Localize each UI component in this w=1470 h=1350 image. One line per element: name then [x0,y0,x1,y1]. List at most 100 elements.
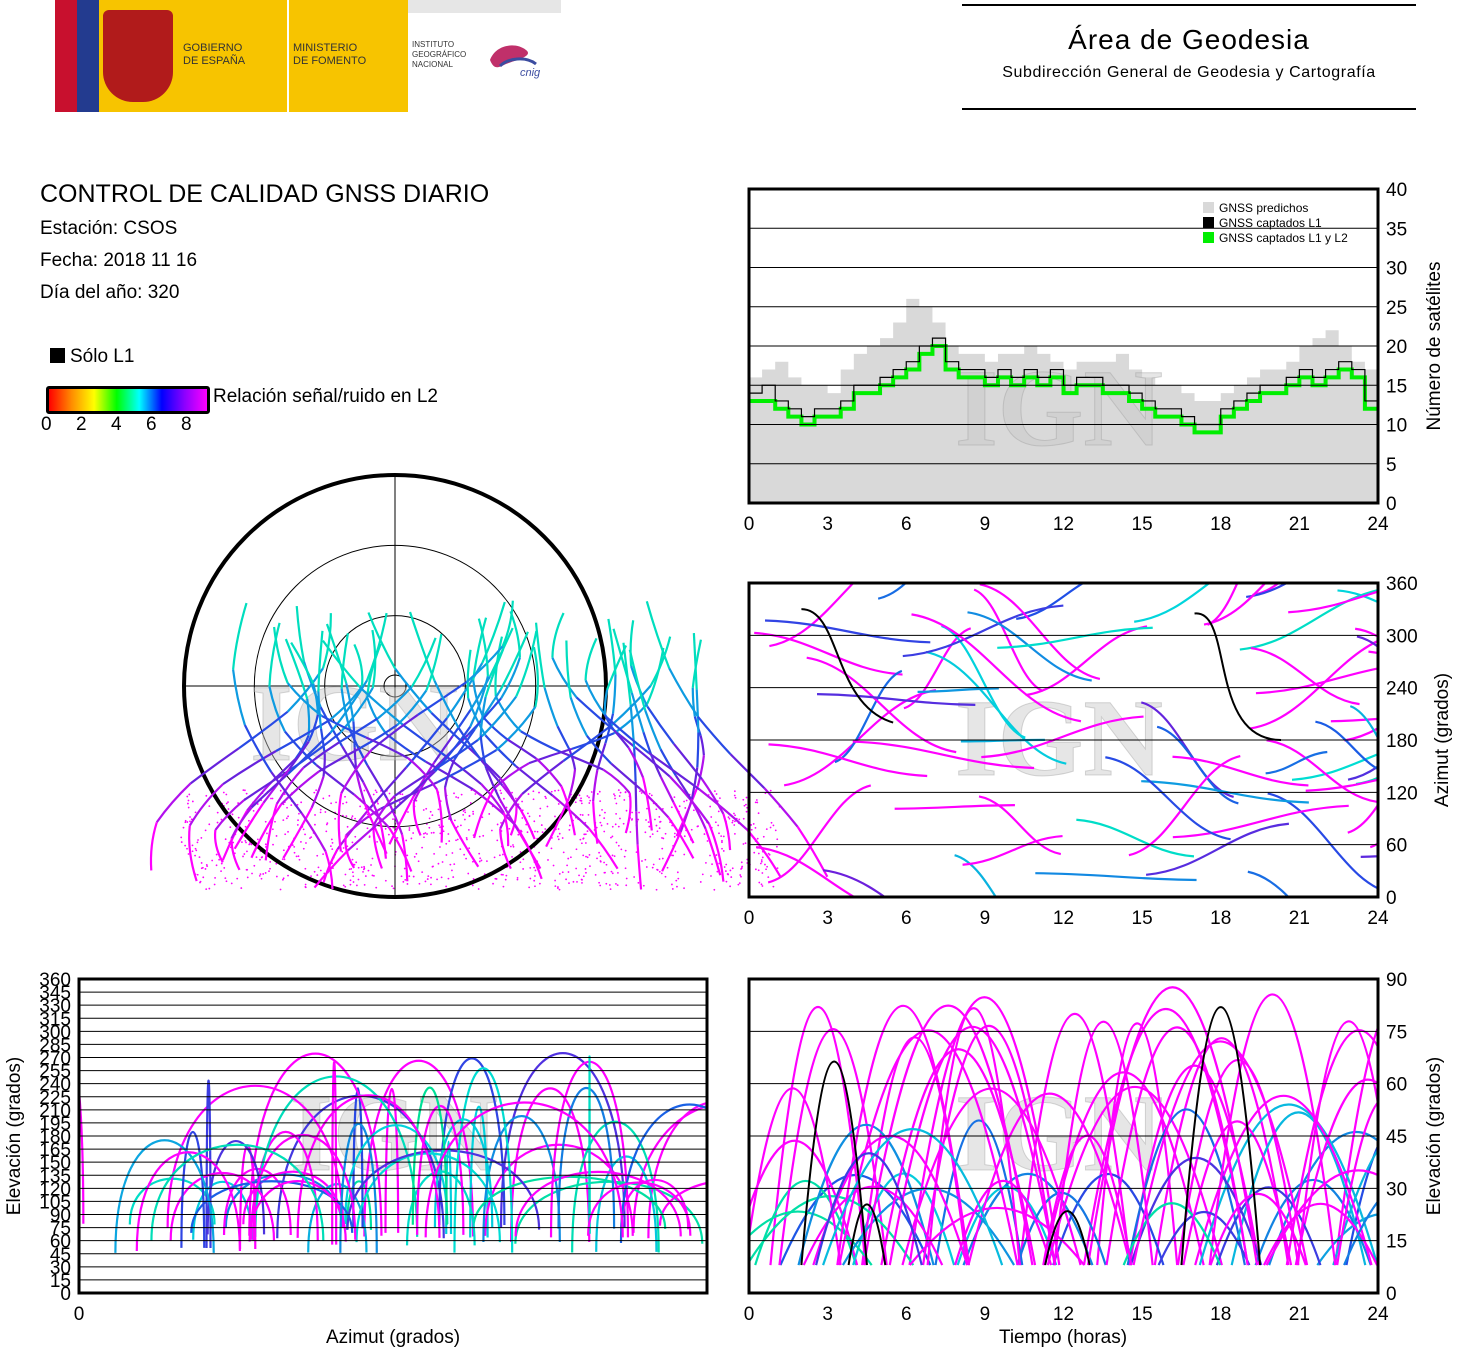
et-track [1296,1020,1378,1266]
eaz-track [166,1084,345,1228]
horizon-dot [352,875,355,878]
az-track [1355,776,1378,786]
horizon-dot [269,867,271,870]
az-track [1172,755,1309,787]
eaz-track [190,1180,354,1233]
et-track [1215,1186,1322,1266]
sky-track-segment [394,668,433,714]
horizon-dot [245,792,248,795]
horizon-dot [258,875,261,877]
az-track [1288,590,1378,614]
cnig-logo-icon: cnig [490,45,541,79]
az-track [1360,855,1378,858]
horizon-dot [463,818,466,821]
gobierno-text: GOBIERNO DE ESPAÑA [183,42,246,67]
horizon-dot [745,810,748,813]
horizon-dot [529,877,532,880]
horizon-dot [496,823,499,826]
sky-tracks [149,600,829,890]
horizon-dot [516,876,519,879]
sky-track-segment [328,686,363,722]
area-subtitle: Subdirección General de Geodesia y Carto… [1002,64,1376,81]
horizon-dot [191,800,194,803]
sky-track-segment [661,831,682,872]
eaz-track [344,1124,449,1225]
horizon-dot [275,835,278,837]
x-tick-label: 24 [1367,514,1389,535]
sky-track-segment [367,612,397,670]
sky-track-segment [393,769,434,797]
horizon-dot [620,848,623,851]
horizon-dot [552,864,555,867]
horizon-dot [611,854,614,857]
horizon-dot [502,885,505,888]
horizon-dot [724,870,727,872]
sky-track-segment [345,807,382,837]
et-track [1208,993,1337,1266]
horizon-dot [191,844,194,847]
horizon-dot [431,814,434,816]
eaz-track [405,1170,476,1246]
horizon-dot [316,874,319,876]
eaz-track [254,1075,419,1237]
horizon-dot [283,858,286,861]
plot-frame [77,977,709,1295]
horizon-dot [349,883,352,886]
horizon-dot [557,789,560,792]
horizon-dot [374,789,377,792]
sky-track-segment [243,724,273,773]
eaz-track [135,1151,241,1252]
y-tick-label: 240 [1386,679,1418,700]
horizon-dot [615,802,618,805]
sky-track-segment [630,692,645,733]
horizon-dot [772,885,775,888]
horizon-dot [198,856,201,859]
az-plot-area: IGN [754,583,1378,897]
horizon-dot [623,799,626,801]
sky-track-segment [650,756,662,778]
horizon-dot [304,833,306,836]
horizon-dot [463,809,466,811]
date-label: Fecha: 2018 11 16 [40,250,198,271]
horizon-dot [557,886,559,888]
horizon-dot [187,853,190,855]
horizon-dot [266,832,268,835]
horizon-dot [240,887,243,889]
et-plot-area: IGN [749,986,1378,1266]
horizon-dot [408,875,411,878]
horizon-dot [584,842,587,844]
eaz-track [469,1105,489,1238]
az-track [1355,627,1378,639]
y-axis-label: Número de satélites [1424,262,1445,431]
y-tick-label: 35 [1386,219,1407,240]
horizon-dot [436,878,438,881]
horizon-dot [605,863,608,866]
horizon-dot [432,831,435,834]
horizon-dot [731,821,734,824]
sky-track-segment [484,734,517,767]
horizon-dot [262,873,265,875]
x-tick-label: 12 [1053,1304,1074,1325]
horizon-dot [614,823,617,826]
y-tick-label: 15 [50,1271,71,1292]
x-tick-label: 9 [980,514,991,535]
horizon-dot [750,824,753,826]
x-tick-label: 0 [744,908,755,929]
horizon-dot [644,831,647,834]
sky-track-segment [629,620,635,667]
az-track [917,687,999,693]
sky-track-segment [370,713,419,751]
horizon-dot [463,853,466,856]
sky-track-segment [699,735,705,756]
x-tick-label: 15 [1132,1304,1153,1325]
horizon-dot [410,837,413,840]
horizon-dot [521,800,523,803]
sky-track-segment [329,679,368,734]
et-track [1294,1078,1378,1266]
et-track [1265,1169,1378,1266]
snr-tick: 0 [41,414,52,435]
eaz-track [482,1115,561,1242]
horizon-dot [599,821,602,824]
sky-track-segment [388,795,415,845]
